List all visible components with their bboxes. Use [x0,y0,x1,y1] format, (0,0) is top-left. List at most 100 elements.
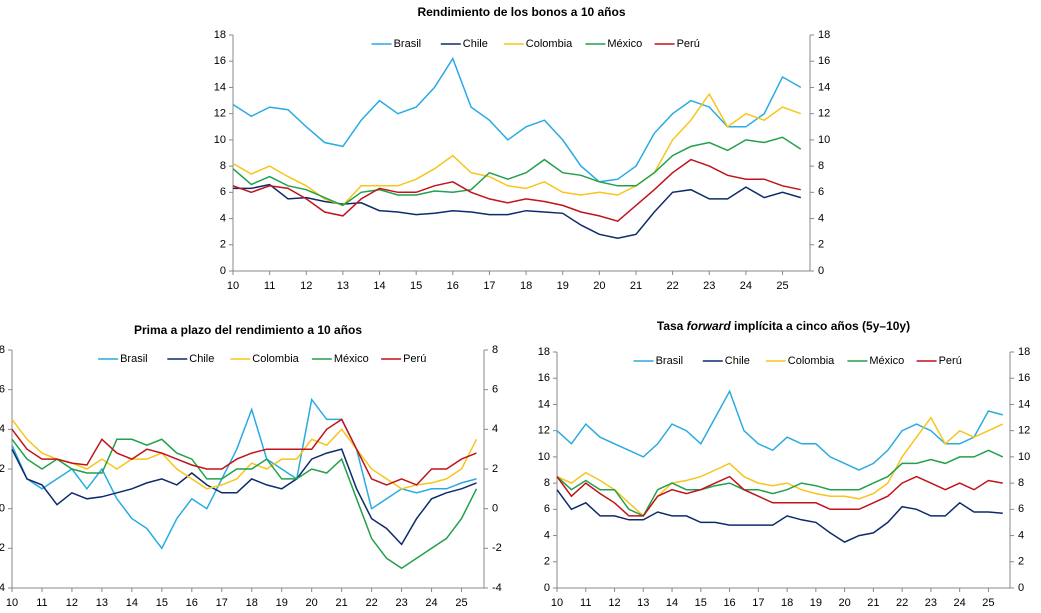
x-tick-label: 10 [227,280,239,292]
series-line [11,397,477,550]
x-tick-label: 19 [810,597,822,609]
x-tick-label: 13 [637,597,649,609]
x-tick-label: 14 [373,280,385,292]
x-tick-label: 15 [156,597,168,609]
series-line [232,92,802,207]
y2-tick-label: 10 [1018,451,1030,463]
y-tick-label: -2 [0,542,5,554]
chart-title: Rendimiento de los bonos a 10 años [417,5,625,19]
y2-tick-label: 14 [1018,398,1030,410]
x-tick-label: 20 [838,597,850,609]
y-tick-label: 0 [544,582,550,594]
x-tick-label: 20 [306,597,318,609]
x-tick-label: 11 [580,597,591,609]
series-line [232,158,801,223]
y2-tick-label: 0 [492,503,498,515]
y-tick-label: 2 [0,463,5,475]
y-tick-label: 14 [538,398,550,410]
x-tick-label: 18 [246,597,258,609]
legend-label: Brasil [394,38,422,50]
y-tick-label: 6 [220,186,226,198]
y2-tick-label: 8 [818,160,824,172]
y-tick-label: 16 [214,55,226,67]
x-tick-label: 12 [300,280,312,292]
y2-tick-label: -2 [492,542,502,554]
y-tick-label: 0 [220,265,226,277]
series-line [232,136,802,207]
series-line [11,438,478,570]
y2-tick-label: 14 [818,81,830,93]
y2-tick-label: 18 [818,29,830,41]
series-line [11,448,477,546]
y2-tick-label: 8 [492,344,498,356]
x-tick-label: 21 [630,280,642,292]
x-tick-label: 17 [752,597,764,609]
legend-label: Chile [189,353,214,365]
legend-label: Colombia [252,353,299,365]
series-line [556,489,1003,543]
x-tick-label: 16 [186,597,198,609]
title-part: forward [687,319,732,333]
x-tick-label: 25 [982,597,994,609]
y-tick-label: 6 [0,384,5,396]
y2-tick-label: 6 [818,186,824,198]
x-tick-label: 25 [776,280,788,292]
x-tick-label: 14 [666,597,678,609]
y2-tick-label: 8 [1018,477,1024,489]
x-tick-label: 15 [410,280,422,292]
x-tick-label: 23 [703,280,715,292]
x-tick-label: 20 [593,280,605,292]
x-tick-label: 19 [276,597,288,609]
y-tick-label: 2 [544,556,550,568]
x-tick-label: 18 [781,597,793,609]
y2-tick-label: 12 [818,108,830,120]
title-part: Tasa [657,319,687,333]
legend-label: Perú [677,38,700,50]
x-tick-label: 16 [447,280,459,292]
y-tick-label: 16 [538,372,550,384]
title-part: implícita a cinco años (5y–10y) [731,319,910,333]
x-tick-label: 12 [608,597,620,609]
x-tick-label: 23 [395,597,407,609]
y2-tick-label: 10 [818,134,830,146]
legend-label: Chile [725,355,750,367]
y-tick-label: 0 [0,503,5,515]
y2-tick-label: 0 [818,265,824,277]
series-line [11,418,478,490]
y2-tick-label: 0 [1018,582,1024,594]
x-tick-label: 11 [36,597,47,609]
y2-tick-label: 4 [818,212,824,224]
series-line [556,449,1004,517]
series-line [556,475,1003,517]
legend-label: Brasil [120,353,148,365]
y2-tick-label: 4 [1018,529,1024,541]
y-tick-label: 2 [220,239,226,251]
y2-tick-label: 2 [818,239,824,251]
y-tick-label: 4 [544,529,550,541]
x-tick-label: 17 [216,597,228,609]
legend-label: Colombia [526,38,573,50]
y-tick-label: 6 [544,503,550,515]
series-line [556,389,1003,471]
y2-tick-label: 2 [1018,556,1024,568]
legend-label: Perú [939,355,962,367]
title-part: Rendimiento de los bonos a 10 años [417,5,625,19]
legend-label: México [869,355,904,367]
x-tick-label: 11 [264,280,275,292]
series-line [232,56,802,183]
y2-tick-label: 6 [492,384,498,396]
x-tick-label: 24 [954,597,966,609]
y-tick-label: 4 [0,423,5,435]
y-tick-label: 14 [214,81,226,93]
y2-tick-label: 18 [1018,346,1030,358]
y-tick-label: 8 [220,160,226,172]
y-tick-label: 4 [220,212,226,224]
series-line [11,418,477,486]
y-tick-label: 8 [544,477,550,489]
y-tick-label: 10 [214,134,226,146]
x-tick-label: 21 [336,597,348,609]
legend-label: Colombia [788,355,835,367]
legend-label: Chile [463,38,488,50]
y2-tick-label: -4 [492,582,502,594]
x-tick-label: 13 [337,280,349,292]
